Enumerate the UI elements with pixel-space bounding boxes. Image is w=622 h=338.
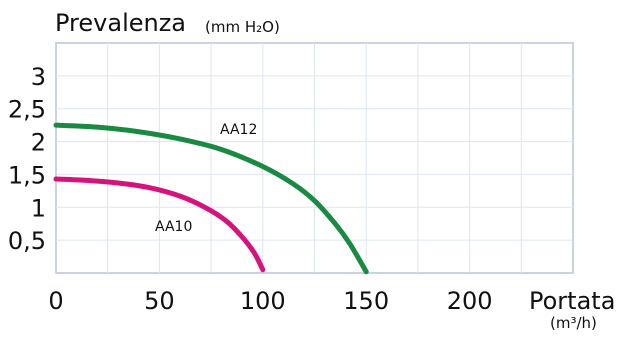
y-tick-label: 1 bbox=[31, 194, 46, 222]
series-layer bbox=[53, 122, 369, 275]
tick-layer: 0,5 1 1,5 2 2,5 3 0 50 100 150 200 bbox=[8, 63, 493, 315]
x-axis-title: Portata bbox=[529, 287, 615, 315]
x-tick-label: 200 bbox=[447, 287, 493, 315]
y-tick-label: 2 bbox=[31, 129, 46, 157]
series-label-aa10: AA10 bbox=[155, 219, 192, 235]
series-label-aa12: AA12 bbox=[220, 122, 257, 138]
x-tick-label: 50 bbox=[144, 287, 175, 315]
x-axis-unit: (m³/h) bbox=[550, 314, 597, 332]
y-tick-label: 3 bbox=[31, 63, 46, 91]
y-axis-unit: (mm H₂O) bbox=[205, 18, 280, 36]
y-axis-title: Prevalenza bbox=[55, 9, 186, 37]
x-tick-label: 100 bbox=[240, 287, 286, 315]
series-line-aa12 bbox=[53, 122, 369, 275]
series-line-aa10 bbox=[53, 176, 266, 273]
y-tick-label: 0,5 bbox=[8, 227, 46, 255]
x-tick-label: 150 bbox=[343, 287, 389, 315]
y-tick-label: 1,5 bbox=[8, 161, 46, 189]
grid-layer bbox=[56, 43, 573, 273]
y-tick-label: 2,5 bbox=[8, 96, 46, 124]
x-tick-label: 0 bbox=[48, 287, 63, 315]
